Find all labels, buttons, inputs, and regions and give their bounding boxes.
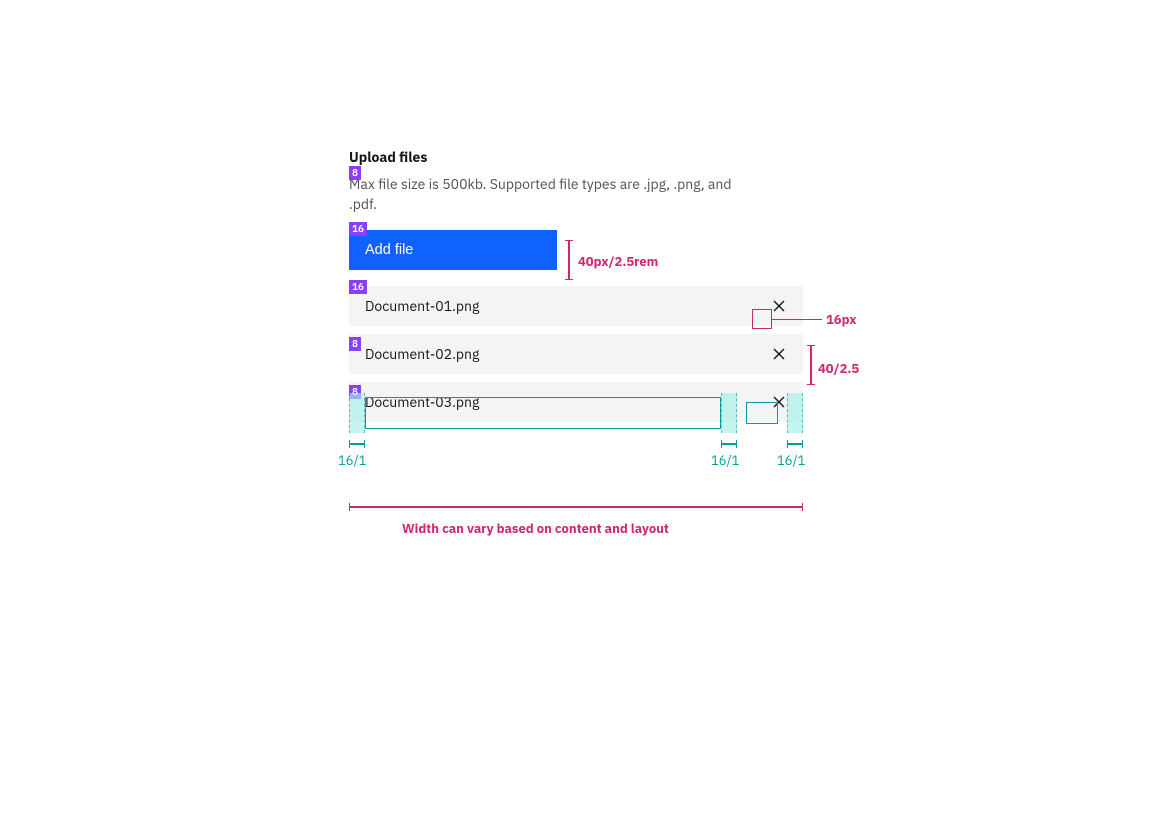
annotation-label: 16/1 [777, 452, 805, 469]
spacing-badge: 16 [349, 280, 367, 294]
file-uploader: Upload files Max file size is 500kb. Sup… [349, 148, 803, 422]
uploader-helper-text: Max file size is 500kb. Supported file t… [349, 174, 739, 214]
add-file-button[interactable]: Add file [349, 230, 557, 270]
file-name: Document-01.png [365, 297, 479, 315]
spacing-badge: 8 [349, 166, 361, 180]
spacing-badge: 8 [349, 385, 361, 399]
remove-file-button[interactable] [771, 298, 787, 314]
file-row: Document-02.png [349, 334, 803, 374]
file-name: Document-02.png [365, 345, 479, 363]
add-file-button-label: Add file [365, 242, 413, 258]
remove-file-button[interactable] [771, 394, 787, 410]
annotation-label: 40px/2.5rem [578, 253, 658, 270]
file-row: Document-03.png [349, 382, 803, 422]
close-icon [771, 394, 787, 410]
annotation-label: 16/1 [338, 452, 366, 469]
file-name: Document-03.png [365, 393, 479, 411]
close-icon [771, 346, 787, 362]
annotation-label: 16/1 [711, 452, 739, 469]
remove-file-button[interactable] [771, 346, 787, 362]
spacing-badge: 8 [349, 337, 361, 351]
file-list: Document-01.png Document-02.png Document… [349, 286, 803, 422]
spacing-badge: 16 [349, 222, 367, 236]
uploader-title: Upload files [349, 148, 803, 166]
annotation-label: 40/2.5 [818, 360, 859, 377]
annotation-label: Width can vary based on content and layo… [402, 520, 669, 537]
close-icon [771, 298, 787, 314]
file-row: Document-01.png [349, 286, 803, 326]
annotation-label: 16px [826, 311, 857, 328]
